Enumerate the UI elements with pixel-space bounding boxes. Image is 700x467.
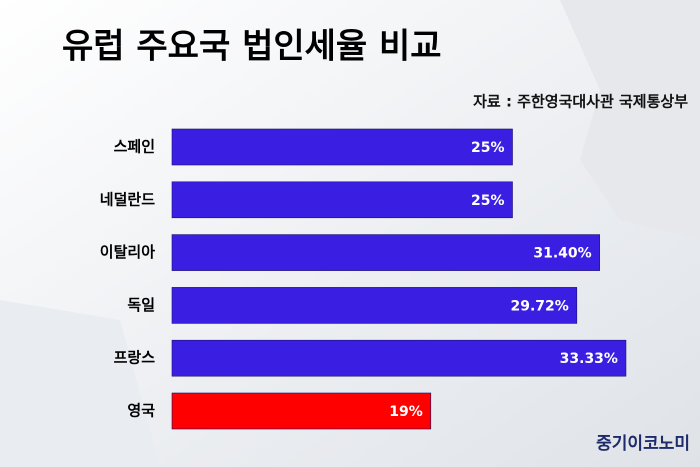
bar <box>171 181 513 219</box>
value-label: 25% <box>471 140 505 156</box>
map-land <box>560 0 700 240</box>
value-label: 29.72% <box>510 298 568 314</box>
value-label: 25% <box>471 193 505 209</box>
value-label: 19% <box>389 404 423 420</box>
category-label: 스페인 <box>114 138 155 156</box>
bar <box>171 128 513 166</box>
value-label: 31.40% <box>533 246 591 262</box>
category-label: 영국 <box>127 402 155 420</box>
brand: 중기이코노미 <box>596 434 690 454</box>
value-label: 33.33% <box>560 351 618 367</box>
bar <box>171 234 600 271</box>
category-label: 프랑스 <box>114 349 156 367</box>
bar <box>171 287 578 324</box>
category-label: 독일 <box>127 296 155 314</box>
chart-title: 유럽 주요국 법인세율 비교 <box>62 27 442 67</box>
map-land <box>0 300 160 467</box>
category-label: 네덜란드 <box>100 190 155 208</box>
bar <box>171 392 432 430</box>
source: 자료 : 주한영국대사관 국제통상부 <box>473 93 688 111</box>
category-label: 이탈리아 <box>100 243 155 261</box>
bar <box>171 339 627 377</box>
